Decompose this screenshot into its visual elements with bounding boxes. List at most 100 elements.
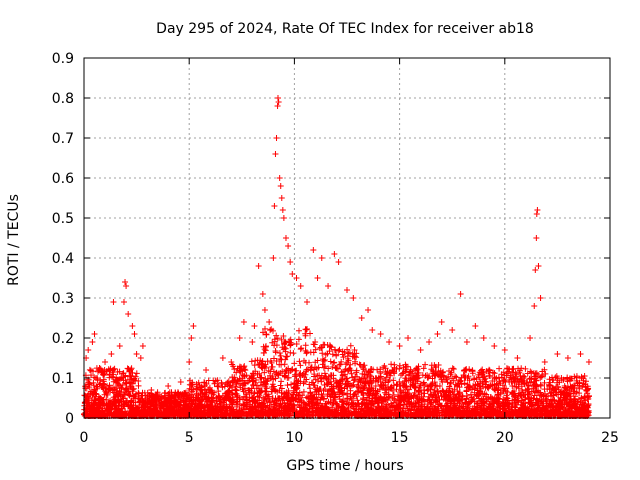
roti-point bbox=[287, 259, 294, 265]
y-tick-label: 0.6 bbox=[52, 171, 74, 187]
roti-point bbox=[277, 183, 284, 189]
roti-point bbox=[91, 331, 98, 337]
roti-point bbox=[266, 319, 273, 325]
roti-point bbox=[531, 303, 538, 309]
roti-point bbox=[165, 383, 172, 389]
roti-point bbox=[273, 135, 280, 141]
roti-point bbox=[279, 207, 286, 213]
data-markers bbox=[81, 95, 592, 419]
roti-point bbox=[133, 351, 140, 357]
roti-point bbox=[236, 335, 243, 341]
roti-point bbox=[255, 263, 262, 269]
roti-point bbox=[358, 315, 365, 321]
roti-point bbox=[249, 339, 256, 345]
chart-title: Day 295 of 2024, Rate Of TEC Index for r… bbox=[156, 21, 534, 37]
roti-point bbox=[278, 195, 285, 201]
roti-point bbox=[131, 331, 138, 337]
x-axis-label: GPS time / hours bbox=[286, 458, 403, 474]
roti-point bbox=[274, 103, 281, 109]
roti-point bbox=[325, 283, 332, 289]
y-tick-label: 0 bbox=[65, 411, 74, 427]
roti-point bbox=[282, 235, 289, 241]
roti-point bbox=[369, 327, 376, 333]
roti-point bbox=[272, 151, 279, 157]
roti-point bbox=[203, 367, 210, 373]
x-tick-labels: 0 5 10 15 20 25 bbox=[80, 430, 619, 446]
y-tick-label: 0.2 bbox=[52, 331, 74, 347]
roti-point bbox=[261, 307, 268, 313]
roti-point bbox=[186, 359, 193, 365]
roti-point bbox=[123, 283, 130, 289]
roti-point bbox=[480, 335, 487, 341]
roti-point bbox=[139, 343, 146, 349]
y-axis-label: ROTI / TECUs bbox=[6, 194, 22, 286]
roti-point bbox=[108, 351, 115, 357]
roti-point bbox=[554, 351, 561, 357]
x-tick-label: 20 bbox=[496, 430, 514, 446]
x-tick-label: 5 bbox=[185, 430, 194, 446]
roti-point bbox=[190, 323, 197, 329]
roti-point bbox=[457, 291, 464, 297]
roti-point bbox=[304, 299, 311, 305]
roti-point bbox=[537, 295, 544, 301]
roti-point bbox=[514, 355, 521, 361]
y-tick-labels: 0 0.1 0.2 0.3 0.4 0.5 0.6 0.7 0.8 0.9 bbox=[52, 51, 74, 427]
roti-point bbox=[438, 319, 445, 325]
roti-point bbox=[335, 259, 342, 265]
roti-point bbox=[318, 255, 325, 261]
roti-point bbox=[577, 351, 584, 357]
roti-point bbox=[120, 299, 127, 305]
grid-lines bbox=[84, 58, 610, 418]
roti-point bbox=[219, 355, 226, 361]
roti-point bbox=[491, 343, 498, 349]
roti-point bbox=[240, 319, 247, 325]
roti-point bbox=[350, 295, 357, 301]
roti-point bbox=[125, 311, 132, 317]
roti-point bbox=[344, 287, 350, 293]
roti-point bbox=[472, 323, 479, 329]
roti-point bbox=[274, 95, 281, 101]
roti-point bbox=[297, 283, 304, 289]
y-tick-label: 0.1 bbox=[52, 371, 74, 387]
roti-point bbox=[365, 307, 372, 313]
roti-point bbox=[116, 343, 123, 349]
roti-point bbox=[585, 359, 592, 365]
roti-point bbox=[501, 347, 508, 353]
roti-point bbox=[527, 335, 534, 341]
roti-point bbox=[276, 175, 283, 181]
x-tick-label: 10 bbox=[285, 430, 303, 446]
y-tick-label: 0.7 bbox=[52, 131, 74, 147]
roti-point bbox=[285, 243, 292, 249]
roti-point bbox=[270, 255, 277, 261]
roti-point-cloud bbox=[81, 325, 592, 419]
roti-point bbox=[417, 347, 424, 353]
roti-point bbox=[177, 379, 184, 385]
roti-point bbox=[405, 335, 412, 341]
roti-point bbox=[386, 339, 393, 345]
roti-point bbox=[275, 99, 282, 105]
y-tick-label: 0.5 bbox=[52, 211, 74, 227]
y-tick-label: 0.8 bbox=[52, 91, 74, 107]
roti-point bbox=[259, 291, 266, 297]
roti-point bbox=[251, 323, 258, 329]
x-tick-label: 0 bbox=[80, 430, 89, 446]
roti-point bbox=[396, 343, 403, 349]
y-tick-label: 0.4 bbox=[52, 251, 74, 267]
roti-point bbox=[377, 331, 384, 337]
roti-point bbox=[271, 203, 278, 209]
roti-point bbox=[289, 271, 296, 277]
roti-point bbox=[280, 215, 287, 221]
roti-point bbox=[122, 279, 129, 285]
roti-point bbox=[110, 299, 117, 305]
x-tick-label: 25 bbox=[601, 430, 619, 446]
roti-point bbox=[533, 211, 540, 217]
roti-point bbox=[534, 207, 541, 213]
roti-point bbox=[426, 339, 433, 345]
plot-frame bbox=[83, 57, 611, 419]
roti-point bbox=[535, 263, 542, 269]
roti-point bbox=[449, 327, 456, 333]
roti-point bbox=[533, 235, 540, 241]
roti-point bbox=[463, 339, 470, 345]
roti-point bbox=[188, 335, 195, 341]
roti-point bbox=[293, 275, 300, 281]
